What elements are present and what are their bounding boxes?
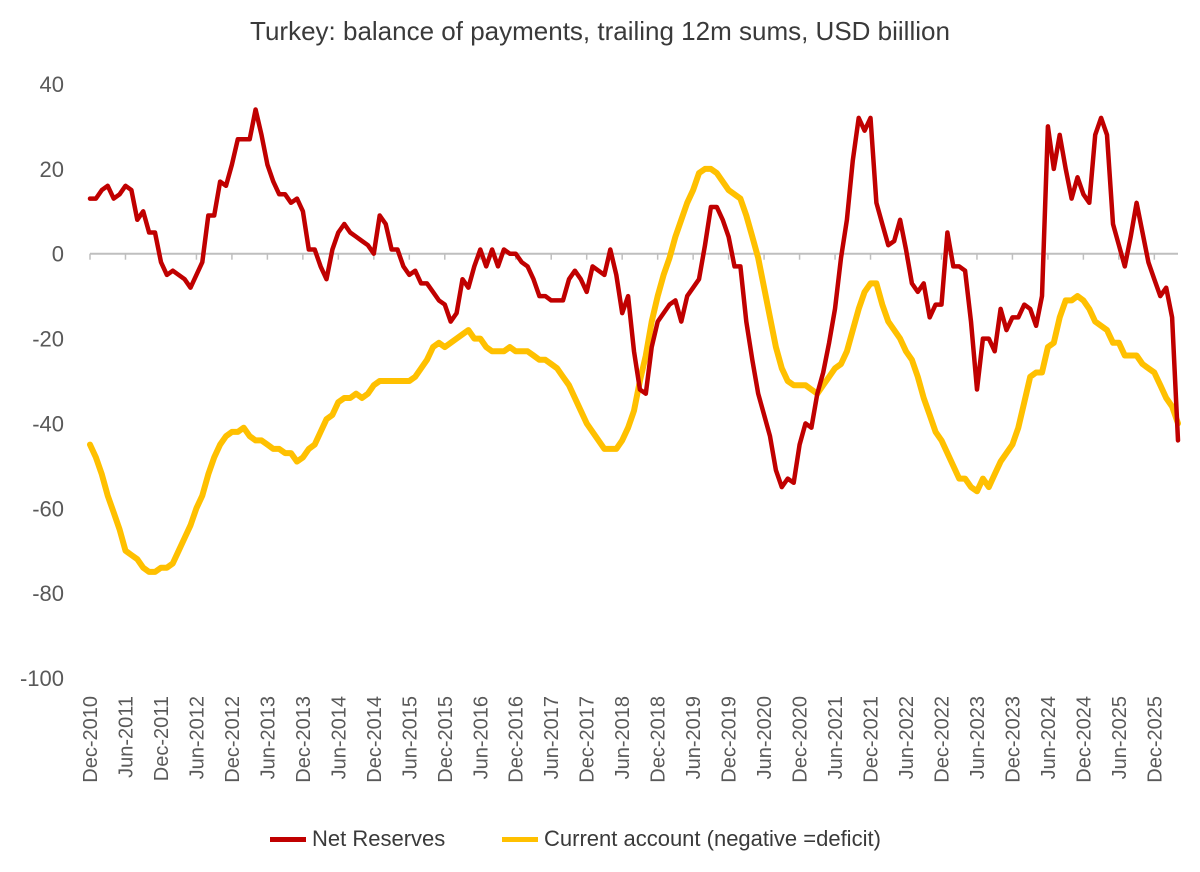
x-tick-label: Jun-2013 [257,696,279,779]
y-tick-label: 20 [40,157,64,182]
x-tick-label: Jun-2015 [399,696,421,779]
legend-swatch-net-reserves [270,836,306,842]
y-tick-label: -100 [20,666,64,691]
chart-title: Turkey: balance of payments, trailing 12… [250,16,950,46]
x-tick-label: Dec-2021 [861,696,883,783]
chart-legend: Net Reserves Current account (negative =… [0,822,1200,856]
x-tick-label: Dec-2017 [577,696,599,783]
x-tick-label: Jun-2018 [612,696,634,779]
x-tick-label: Jun-2022 [896,696,918,779]
x-tick-label: Dec-2015 [435,696,457,783]
y-tick-label: -60 [32,496,64,521]
x-tick-label: Dec-2016 [506,696,528,783]
y-tick-label: 0 [52,242,64,267]
y-tick-label: -80 [32,581,64,606]
x-tick-label: Jun-2016 [470,696,492,779]
x-tick-label: Jun-2023 [967,696,989,779]
x-tick-label: Dec-2019 [719,696,741,783]
x-tick-label: Dec-2010 [80,696,102,783]
x-tick-label: Dec-2020 [790,696,812,783]
legend-swatch-current-account [502,836,538,842]
legend-label-current-account: Current account (negative =deficit) [544,826,881,851]
x-tick-label: Jun-2019 [683,696,705,779]
x-tick-label: Dec-2014 [364,696,386,783]
x-tick-label: Dec-2018 [648,696,670,783]
x-tick-label: Jun-2020 [754,696,776,779]
x-tick-label: Jun-2014 [328,696,350,779]
x-tick-label: Dec-2011 [151,696,173,781]
x-tick-label: Jun-2025 [1109,696,1131,779]
x-tick-label: Jun-2024 [1038,696,1060,779]
x-tick-label: Jun-2021 [825,696,847,779]
x-tick-label: Dec-2012 [222,696,244,783]
y-tick-label: -40 [32,411,64,436]
legend-item-net-reserves: Net Reserves [270,822,445,856]
y-tick-label: 40 [40,72,64,97]
x-tick-label: Dec-2022 [931,696,953,783]
series-line-current-account [87,165,1181,575]
series-line-net-reserves [87,107,1181,490]
x-tick-label: Dec-2013 [293,696,315,783]
x-tick-label: Jun-2012 [186,696,208,779]
x-tick-label: Dec-2025 [1144,696,1166,783]
x-tick-label: Jun-2011 [115,696,137,778]
x-tick-label: Dec-2024 [1073,696,1095,783]
legend-item-current-account: Current account (negative =deficit) [502,822,881,856]
y-tick-label: -20 [32,327,64,352]
x-tick-label: Dec-2023 [1002,696,1024,783]
x-tick-label: Jun-2017 [541,696,563,779]
legend-label-net-reserves: Net Reserves [312,826,446,851]
